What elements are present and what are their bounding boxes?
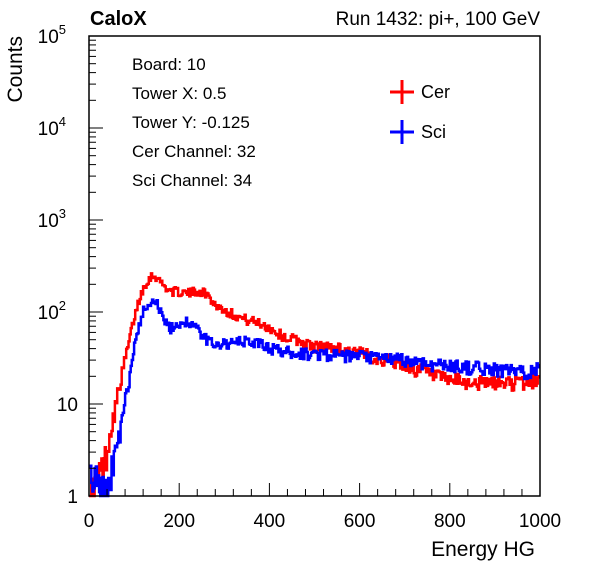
info-line-tower-x: Tower X: 0.5	[132, 84, 227, 103]
y-tick-label: 105	[38, 22, 66, 48]
info-line-sci-channel: Sci Channel: 34	[132, 171, 252, 190]
x-tick-label: 0	[84, 511, 95, 532]
y-tick-label: 104	[38, 114, 66, 140]
series-cer-line	[89, 272, 541, 498]
series-layer	[88, 272, 541, 498]
x-axis-title: Energy HG	[431, 538, 535, 561]
y-tick-exponent: 4	[59, 114, 66, 129]
x-tick-label: 800	[434, 511, 466, 532]
brand-label: CaloX	[90, 8, 147, 30]
y-tick-label: 1	[67, 487, 78, 508]
legend-entry-sci: Sci	[390, 120, 446, 144]
x-tick-label: 600	[344, 511, 376, 532]
legend-entry-cer: Cer	[390, 80, 450, 104]
legend-cer-label: Cer	[421, 82, 450, 102]
info-box: Board: 10 Tower X: 0.5 Tower Y: -0.125 C…	[122, 48, 358, 198]
y-axis-title: Counts	[4, 36, 27, 103]
info-line-tower-y: Tower Y: -0.125	[132, 113, 250, 132]
legend-sci-label: Sci	[421, 122, 446, 142]
y-tick-exponent: 2	[59, 298, 66, 313]
info-box-background	[122, 48, 358, 198]
y-tick-label: 102	[38, 298, 66, 324]
y-tick-label: 103	[38, 206, 66, 232]
x-tick-label: 1000	[519, 511, 561, 532]
info-line-board: Board: 10	[132, 55, 206, 74]
y-tick-label: 10	[57, 395, 78, 416]
legend: Cer Sci	[390, 80, 450, 144]
info-line-cer-channel: Cer Channel: 32	[132, 142, 256, 161]
x-tick-label: 400	[254, 511, 286, 532]
y-tick-exponent: 3	[59, 206, 66, 221]
run-label: Run 1432: pi+, 100 GeV	[336, 9, 541, 30]
series-sci-line	[88, 298, 541, 498]
y-tick-exponent: 5	[59, 22, 66, 37]
plot-frame	[88, 35, 541, 497]
x-tick-label: 200	[163, 511, 195, 532]
